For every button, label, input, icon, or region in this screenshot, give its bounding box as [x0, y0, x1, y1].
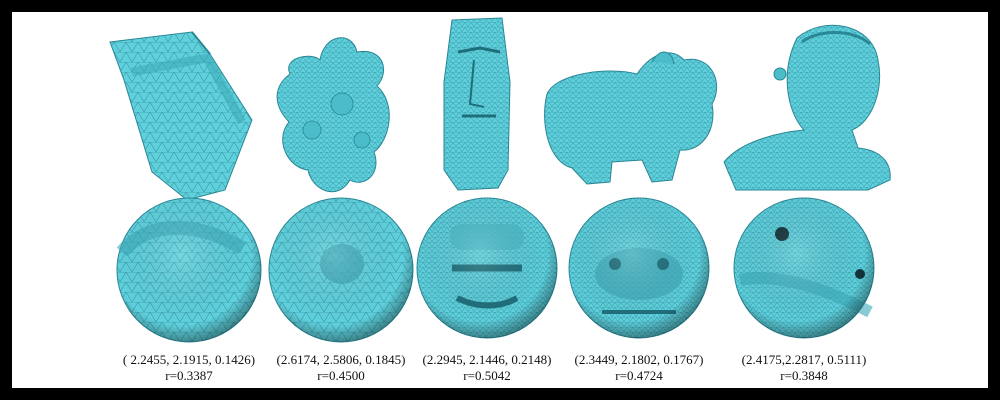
sphere-5	[733, 197, 875, 339]
radius-value: r=0.4724	[615, 368, 663, 383]
mesh-model-1-fandisk	[109, 31, 253, 201]
radius-value: r=0.3848	[780, 368, 828, 383]
caption-5: (2.4175,2.2817, 0.5111) r=0.3848	[719, 352, 889, 384]
caption-1: ( 2.2455, 2.1915, 0.1426) r=0.3387	[104, 352, 274, 384]
center-coordinates: (2.6174, 2.5806, 0.1845)	[276, 352, 406, 367]
mesh-figure	[109, 17, 891, 343]
sphere-2	[268, 197, 414, 343]
mesh-model-4-animal	[544, 51, 718, 185]
mesh-model-5-bust	[723, 24, 891, 191]
mesh-model-2-bumpy	[276, 37, 390, 193]
radius-value: r=0.3387	[165, 368, 213, 383]
center-coordinates: (2.4175,2.2817, 0.5111)	[741, 352, 867, 367]
caption-3: (2.2945, 2.1446, 0.2148) r=0.5042	[402, 352, 572, 384]
figure-panel: ( 2.2455, 2.1915, 0.1426) r=0.3387 (2.61…	[12, 12, 988, 388]
sphere-1	[116, 197, 262, 343]
center-coordinates: (2.2945, 2.1446, 0.2148)	[422, 352, 552, 367]
caption-4: (2.3449, 2.1802, 0.1767) r=0.4724	[554, 352, 724, 384]
radius-value: r=0.5042	[463, 368, 511, 383]
center-coordinates: (2.3449, 2.1802, 0.1767)	[574, 352, 704, 367]
sphere-3	[416, 197, 558, 339]
caption-2: (2.6174, 2.5806, 0.1845) r=0.4500	[256, 352, 426, 384]
mesh-model-3-moai	[443, 17, 511, 191]
radius-value: r=0.4500	[317, 368, 365, 383]
sphere-4	[568, 197, 710, 339]
center-coordinates: ( 2.2455, 2.1915, 0.1426)	[122, 352, 256, 367]
